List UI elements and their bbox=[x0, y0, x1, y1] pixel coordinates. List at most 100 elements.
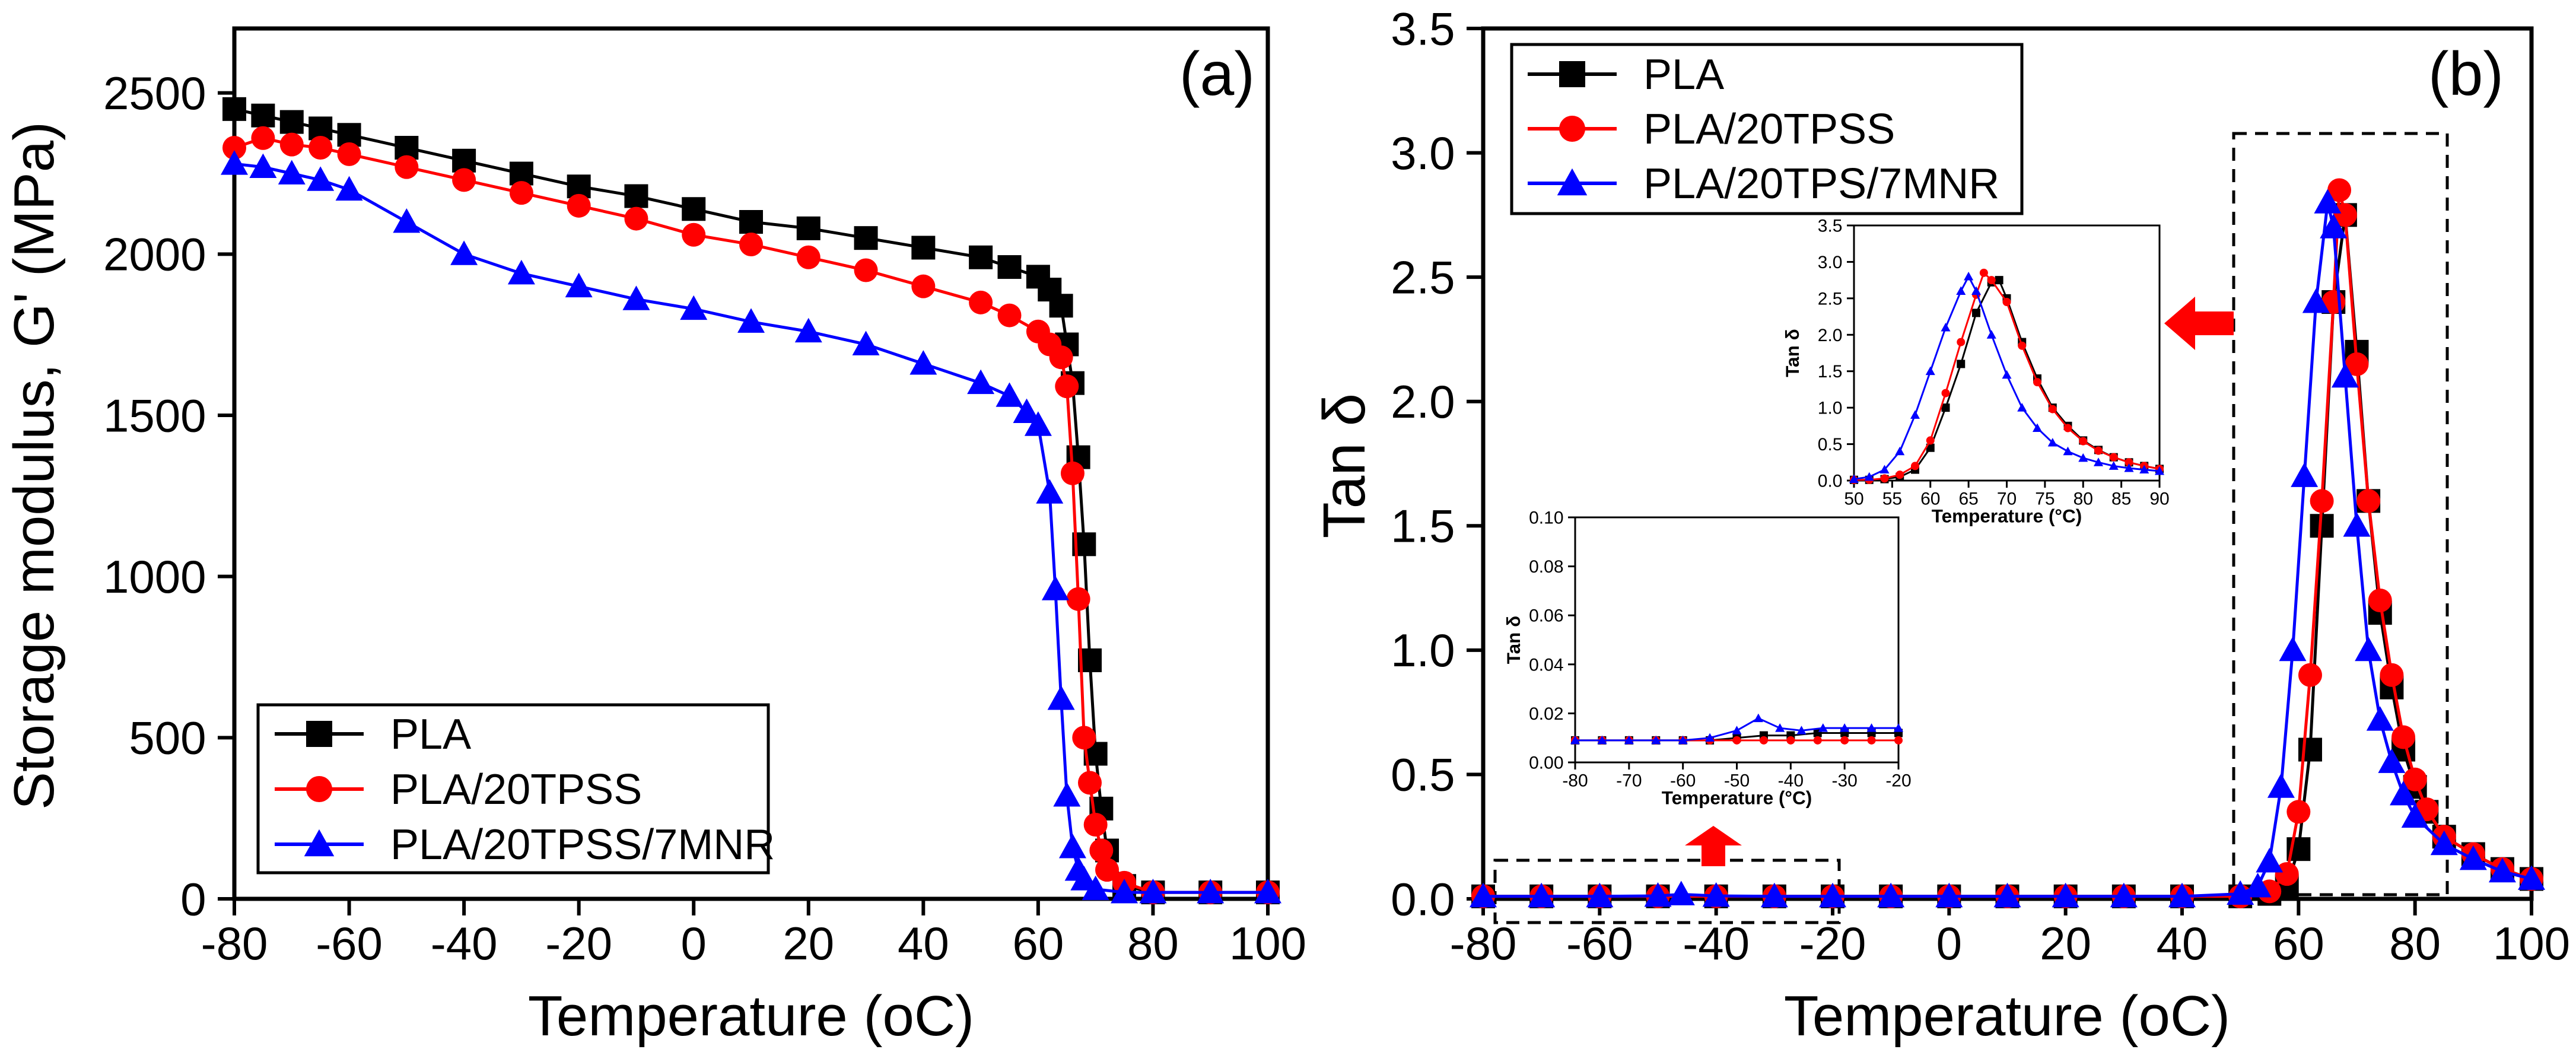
data-point bbox=[2267, 773, 2295, 798]
data-point bbox=[2154, 466, 2165, 475]
data-point bbox=[1651, 735, 1661, 745]
data-point bbox=[2378, 748, 2406, 773]
data-point bbox=[1867, 736, 1876, 745]
data-point bbox=[1864, 472, 1874, 481]
y-tick-label: 3.5 bbox=[1391, 2, 1455, 55]
data-point bbox=[2168, 882, 2196, 908]
data-point bbox=[1840, 723, 1850, 732]
data-point bbox=[1759, 736, 1768, 745]
series-line bbox=[1575, 717, 1898, 742]
data-point bbox=[854, 226, 878, 250]
peak-inset-background bbox=[1807, 222, 2160, 481]
data-point bbox=[251, 126, 275, 150]
x-tick-label: -60 bbox=[1566, 917, 1633, 969]
x-tick-label: 55 bbox=[1882, 489, 1902, 509]
data-point bbox=[1879, 465, 1890, 474]
data-point bbox=[1254, 879, 1281, 904]
data-point bbox=[567, 193, 591, 218]
data-point bbox=[2110, 882, 2138, 908]
data-point bbox=[2063, 446, 2073, 456]
data-point bbox=[911, 236, 936, 260]
panel-b-xlabel: Temperature (oC) bbox=[1784, 984, 2230, 1048]
x-tick-label: 20 bbox=[783, 917, 834, 969]
data-point bbox=[1971, 286, 1982, 295]
data-point bbox=[1702, 882, 1730, 907]
data-point bbox=[1060, 461, 1085, 485]
inset-ylabel: Tan δ bbox=[1782, 329, 1803, 377]
y-tick-label: 1.0 bbox=[1391, 624, 1455, 676]
data-point bbox=[251, 103, 275, 128]
data-point bbox=[1077, 771, 1102, 795]
legend-label: PLA/20TPS/7MNR bbox=[1643, 160, 1999, 208]
data-point bbox=[2108, 461, 2119, 470]
data-point bbox=[854, 258, 878, 282]
panel-b-label: (b) bbox=[2428, 40, 2504, 109]
data-point bbox=[1964, 271, 1974, 281]
series-line bbox=[1483, 202, 2532, 898]
data-point bbox=[1986, 330, 1996, 339]
x-tick-label: 20 bbox=[2040, 917, 2091, 969]
data-point bbox=[2033, 378, 2041, 387]
data-point bbox=[2380, 663, 2404, 687]
data-point bbox=[1979, 268, 1988, 277]
data-point bbox=[1775, 723, 1785, 732]
data-point bbox=[2002, 298, 2011, 306]
x-tick-label: 40 bbox=[898, 917, 949, 969]
x-tick-label: -60 bbox=[1670, 771, 1696, 791]
data-point bbox=[796, 216, 820, 240]
data-point bbox=[279, 110, 304, 134]
y-tick-label: 3.0 bbox=[1391, 127, 1455, 179]
y-tick-label: 2500 bbox=[103, 67, 206, 119]
data-point bbox=[2391, 725, 2416, 749]
data-point bbox=[1089, 838, 1114, 863]
data-point bbox=[2109, 453, 2118, 462]
x-tick-label: -40 bbox=[1778, 771, 1804, 791]
data-point bbox=[2320, 214, 2348, 239]
y-tick-label: 0.02 bbox=[1529, 704, 1563, 724]
data-point bbox=[909, 350, 937, 375]
x-tick-label: -40 bbox=[1683, 917, 1750, 969]
y-tick-label: 0.5 bbox=[1818, 435, 1843, 454]
data-point bbox=[2275, 862, 2299, 886]
data-point bbox=[1993, 882, 2021, 908]
data-point bbox=[1753, 713, 1763, 723]
data-point bbox=[969, 290, 993, 314]
data-point bbox=[796, 245, 820, 269]
data-point bbox=[1024, 411, 1052, 436]
data-point bbox=[2139, 465, 2149, 474]
data-point bbox=[1644, 882, 1672, 907]
data-point bbox=[1926, 436, 1935, 445]
data-point bbox=[1956, 286, 1966, 295]
y-tick-label: 0.0 bbox=[1818, 472, 1843, 491]
data-point bbox=[2018, 341, 2027, 350]
x-tick-label: 60 bbox=[1920, 489, 1940, 509]
data-point bbox=[1840, 736, 1849, 745]
panel-a-xlabel: Temperature (oC) bbox=[528, 984, 974, 1048]
legend-marker bbox=[306, 721, 332, 747]
data-point bbox=[2459, 845, 2487, 870]
legend-label: PLA bbox=[1643, 51, 1724, 98]
data-point bbox=[278, 160, 306, 185]
data-point bbox=[307, 166, 335, 191]
x-tick-label: 90 bbox=[2149, 489, 2169, 509]
data-point bbox=[2302, 288, 2330, 313]
legend-label: PLA/20TPSS bbox=[390, 766, 642, 813]
y-tick-label: 2.0 bbox=[1818, 326, 1843, 345]
y-tick-label: 1.5 bbox=[1818, 362, 1843, 381]
data-point bbox=[2488, 857, 2516, 883]
data-point bbox=[1896, 470, 1904, 479]
y-tick-label: 0.06 bbox=[1529, 606, 1563, 626]
data-point bbox=[1049, 345, 1073, 370]
data-point bbox=[852, 330, 880, 355]
data-point bbox=[1053, 782, 1081, 807]
data-point bbox=[2403, 767, 2427, 791]
data-point bbox=[1055, 374, 1079, 399]
x-tick-label: 50 bbox=[1844, 489, 1863, 509]
data-point bbox=[1987, 276, 1996, 285]
data-point bbox=[2124, 463, 2134, 472]
series-line bbox=[1854, 271, 2160, 481]
data-point bbox=[1910, 410, 1920, 419]
data-point bbox=[2286, 800, 2311, 824]
y-tick-label: 3.5 bbox=[1818, 217, 1843, 236]
